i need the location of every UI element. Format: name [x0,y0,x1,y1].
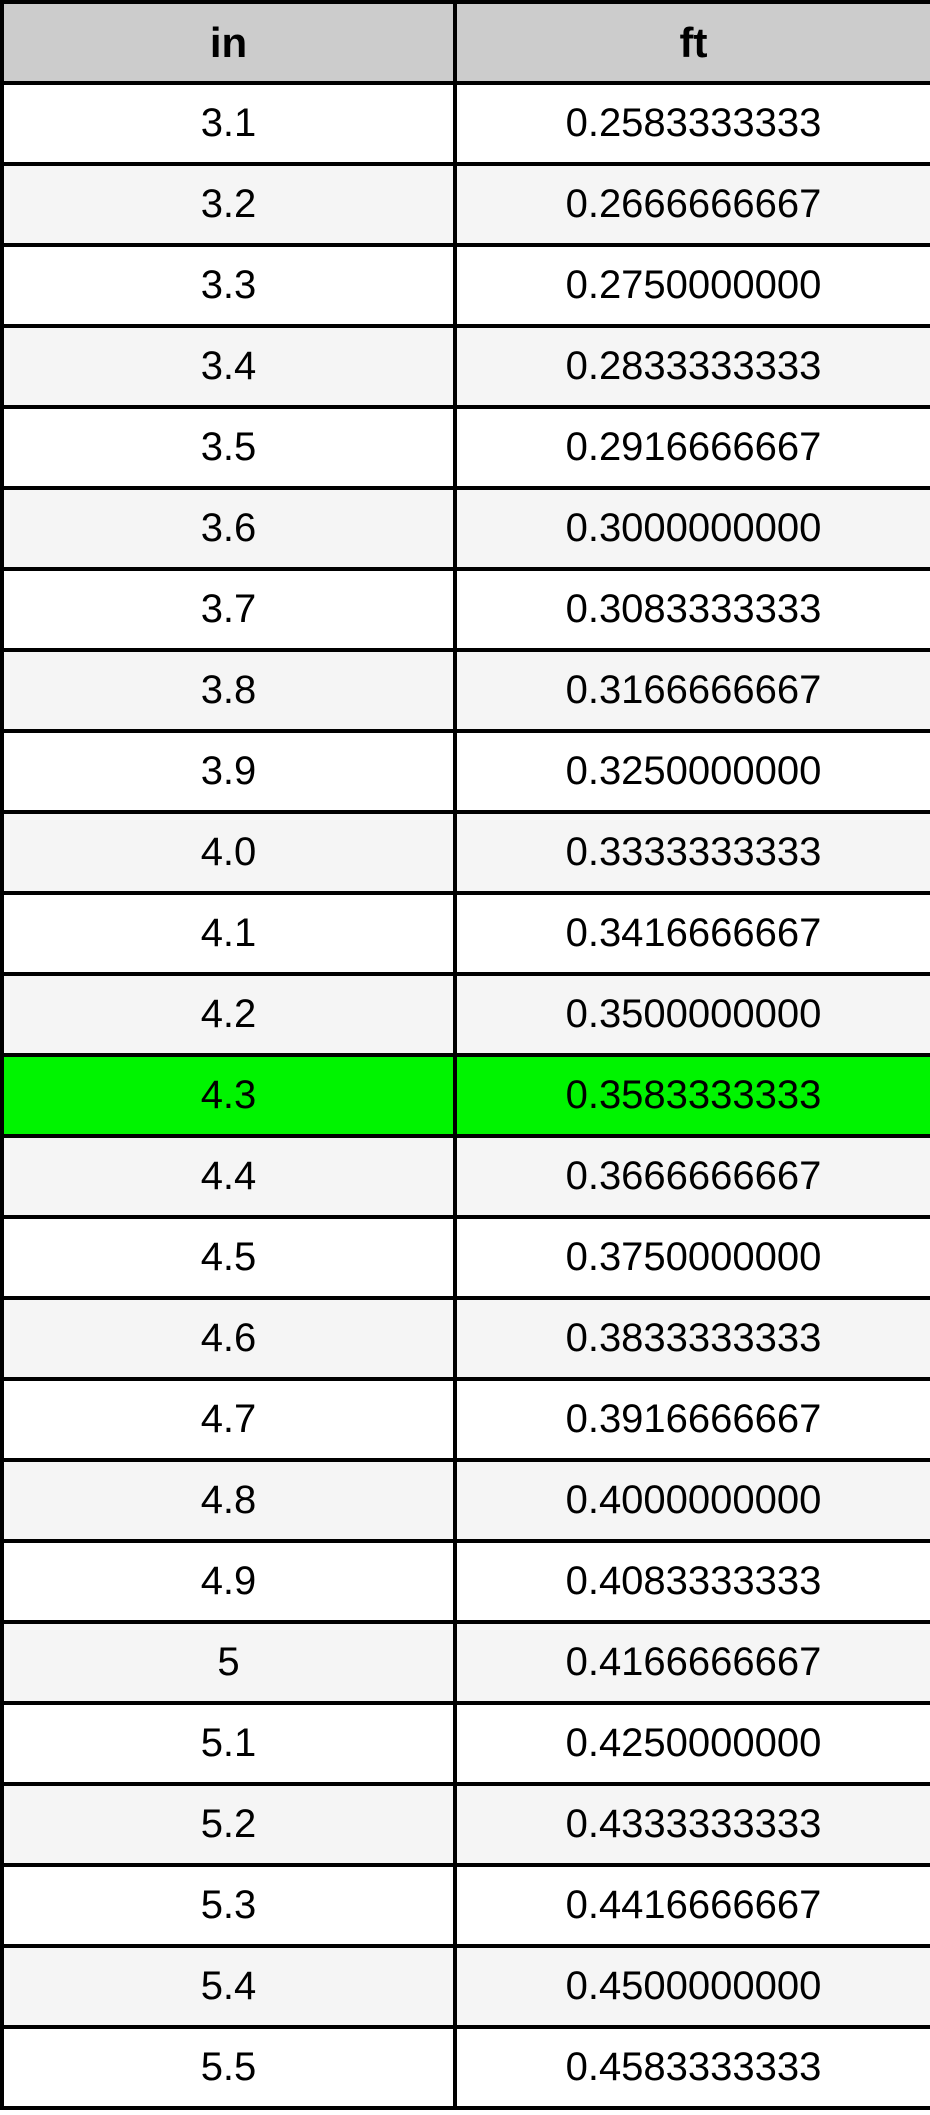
ft-value-cell: 0.3666666667 [453,1134,930,1219]
table-row: 3.4 0.2833333333 [0,324,930,409]
table-row: 4.9 0.4083333333 [0,1539,930,1624]
header-row: in ft [0,0,930,85]
table-row: 4.3 0.3583333333 [0,1053,930,1138]
ft-value-cell: 0.4083333333 [453,1539,930,1624]
in-value-cell: 5.4 [0,1944,457,2029]
table-row: 5.2 0.4333333333 [0,1782,930,1867]
table-row: 3.6 0.3000000000 [0,486,930,571]
table-row: 4.5 0.3750000000 [0,1215,930,1300]
ft-value-cell: 0.2916666667 [453,405,930,490]
in-value-cell: 5.2 [0,1782,457,1867]
ft-value-cell: 0.2750000000 [453,243,930,328]
header-cell-ft: ft [453,0,930,85]
in-value-cell: 5 [0,1620,457,1705]
ft-value-cell: 0.3583333333 [453,1053,930,1138]
in-value-cell: 3.7 [0,567,457,652]
in-value-cell: 3.5 [0,405,457,490]
table-row: 3.5 0.2916666667 [0,405,930,490]
ft-value-cell: 0.4583333333 [453,2025,930,2110]
table-row: 5.4 0.4500000000 [0,1944,930,2029]
ft-value-cell: 0.3833333333 [453,1296,930,1381]
table-header: in ft [0,0,930,85]
table-row: 3.2 0.2666666667 [0,162,930,247]
ft-value-cell: 0.4000000000 [453,1458,930,1543]
ft-value-cell: 0.3333333333 [453,810,930,895]
in-value-cell: 4.7 [0,1377,457,1462]
header-cell-in: in [0,0,457,85]
in-value-cell: 3.4 [0,324,457,409]
ft-value-cell: 0.4166666667 [453,1620,930,1705]
in-value-cell: 4.8 [0,1458,457,1543]
in-value-cell: 5.5 [0,2025,457,2110]
in-value-cell: 4.9 [0,1539,457,1624]
table-row: 3.8 0.3166666667 [0,648,930,733]
in-value-cell: 3.8 [0,648,457,733]
table-row: 5 0.4166666667 [0,1620,930,1705]
table-row: 5.3 0.4416666667 [0,1863,930,1948]
ft-value-cell: 0.3416666667 [453,891,930,976]
in-value-cell: 5.1 [0,1701,457,1786]
table-row: 4.4 0.3666666667 [0,1134,930,1219]
table-row: 5.1 0.4250000000 [0,1701,930,1786]
in-value-cell: 3.2 [0,162,457,247]
table-row: 4.0 0.3333333333 [0,810,930,895]
table-row: 3.7 0.3083333333 [0,567,930,652]
table-row: 4.7 0.3916666667 [0,1377,930,1462]
in-value-cell: 4.6 [0,1296,457,1381]
in-value-cell: 4.5 [0,1215,457,1300]
ft-value-cell: 0.3166666667 [453,648,930,733]
table-row: 4.8 0.4000000000 [0,1458,930,1543]
ft-value-cell: 0.2583333333 [453,81,930,166]
table-row: 3.9 0.3250000000 [0,729,930,814]
in-value-cell: 4.1 [0,891,457,976]
table-row: 3.3 0.2750000000 [0,243,930,328]
ft-value-cell: 0.2666666667 [453,162,930,247]
conversion-table-body: 3.1 0.2583333333 3.2 0.2666666667 3.3 0.27500… [0,81,930,2110]
in-value-cell: 3.3 [0,243,457,328]
ft-value-cell: 0.3916666667 [453,1377,930,1462]
ft-value-cell: 0.4416666667 [453,1863,930,1948]
in-value-cell: 4.2 [0,972,457,1057]
in-value-cell: 4.4 [0,1134,457,1219]
ft-value-cell: 0.3500000000 [453,972,930,1057]
in-value-cell: 3.6 [0,486,457,571]
table-row: 4.6 0.3833333333 [0,1296,930,1381]
in-value-cell: 3.9 [0,729,457,814]
in-value-cell: 4.0 [0,810,457,895]
in-value-cell: 5.3 [0,1863,457,1948]
ft-value-cell: 0.3750000000 [453,1215,930,1300]
ft-value-cell: 0.3250000000 [453,729,930,814]
in-value-cell: 4.3 [0,1053,457,1138]
table-row: 4.2 0.3500000000 [0,972,930,1057]
ft-value-cell: 0.2833333333 [453,324,930,409]
table-row: 5.5 0.4583333333 [0,2025,930,2110]
in-value-cell: 3.1 [0,81,457,166]
ft-value-cell: 0.3000000000 [453,486,930,571]
ft-value-cell: 0.4500000000 [453,1944,930,2029]
table-row: 3.1 0.2583333333 [0,81,930,166]
ft-value-cell: 0.3083333333 [453,567,930,652]
ft-value-cell: 0.4333333333 [453,1782,930,1867]
table-row: 4.1 0.3416666667 [0,891,930,976]
ft-value-cell: 0.4250000000 [453,1701,930,1786]
